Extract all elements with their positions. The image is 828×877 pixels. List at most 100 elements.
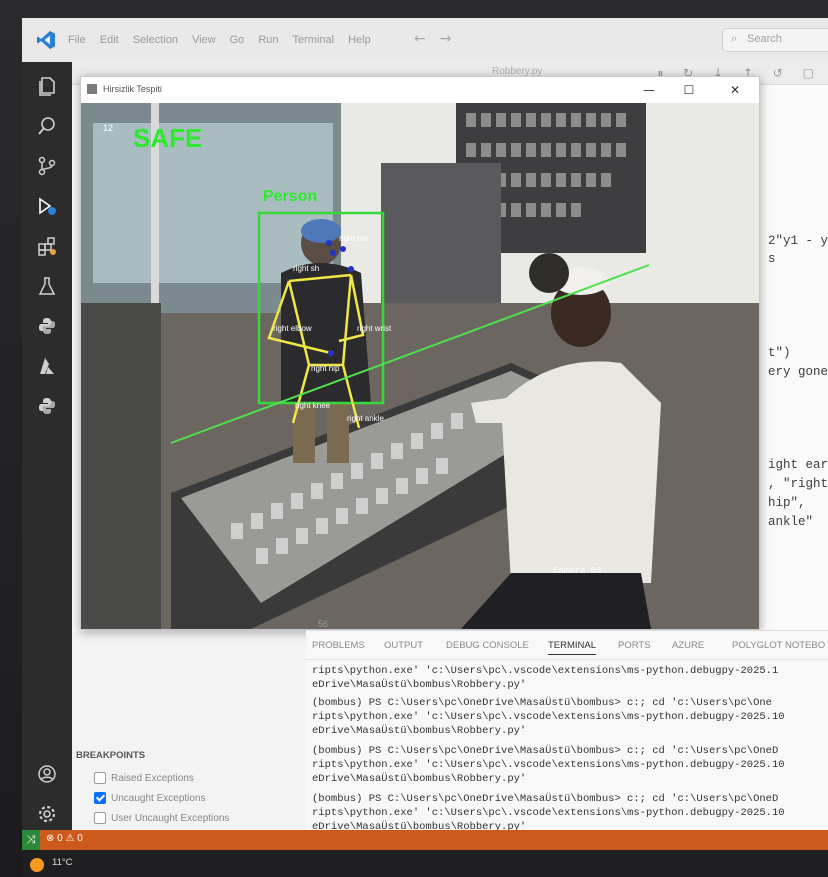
azure-icon[interactable] <box>35 354 59 378</box>
person-bounding-box <box>257 211 385 405</box>
code-line: t") <box>768 346 791 360</box>
forward-arrow-icon[interactable]: → <box>439 31 452 47</box>
camera-frame: right ear right sh right elbow right wri… <box>81 103 759 629</box>
status-label: SAFE <box>133 123 202 153</box>
menu-view[interactable]: View <box>191 34 216 46</box>
menu-edit[interactable]: Edit <box>99 34 119 46</box>
search-icon: ⌕ <box>731 33 738 45</box>
breakpoint-user-uncaught-exceptions[interactable]: User Uncaught Exceptions <box>94 812 229 824</box>
keypoint-label: right hip <box>311 364 340 373</box>
keypoint-label: right knee <box>295 401 331 410</box>
counter-phones <box>231 413 463 564</box>
breakpoint-uncaught-exceptions[interactable]: Uncaught Exceptions <box>94 792 206 804</box>
code-line: 2"y1 - y2" <box>768 234 828 248</box>
weather-temperature[interactable]: 11°C <box>52 857 73 868</box>
code-line: ight ear", <box>768 458 828 472</box>
activity-bar <box>22 62 72 832</box>
terminal-line: ripts\python.exe' 'c:\Users\pc\.vscode\e… <box>312 711 785 723</box>
accessory-rack <box>381 163 501 303</box>
menu-go[interactable]: Go <box>229 34 245 46</box>
python-icon[interactable] <box>35 314 59 338</box>
tab-polyglot-notebook[interactable]: POLYGLOT NOTEBO <box>732 640 826 651</box>
close-button[interactable]: ✕ <box>729 83 741 97</box>
window-frame <box>151 103 159 303</box>
window-title: Hirsizlik Tespiti <box>103 84 162 94</box>
source-control-icon[interactable] <box>35 154 59 178</box>
testing-flask-icon[interactable] <box>35 274 59 298</box>
terminal-line: eDrive\MasaÜstü\bombus\Robbery.py' <box>312 725 527 737</box>
remote-indicator-icon[interactable]: ⤨ <box>22 830 40 850</box>
tab-terminal[interactable]: TERMINAL <box>548 640 597 655</box>
terminal-line: ripts\python.exe' 'c:\Users\pc\.vscode\e… <box>312 665 779 677</box>
window-titlebar[interactable]: Hirsizlik Tespiti — ☐ ✕ <box>81 77 759 103</box>
breakpoint-raised-exceptions[interactable]: Raised Exceptions <box>94 772 194 784</box>
terminal-line: ripts\python.exe' 'c:\Users\pc\.vscode\e… <box>312 759 785 771</box>
person-label: Person <box>263 188 317 205</box>
camera-label: Camera 04 <box>553 566 602 576</box>
left-counter <box>81 303 161 629</box>
keypoint-label: right ear <box>339 234 369 243</box>
code-line: hip", <box>768 496 806 510</box>
code-line: ery gone w <box>768 365 828 379</box>
nav-arrows: ← → <box>414 31 451 47</box>
theft-detection-window[interactable]: Hirsizlik Tespiti — ☐ ✕ <box>80 76 760 630</box>
menu-help[interactable]: Help <box>348 34 371 46</box>
bottom-panel: 56 PROBLEMS OUTPUT DEBUG CONSOLE TERMINA… <box>306 619 828 833</box>
breakpoint-label: User Uncaught Exceptions <box>111 812 230 824</box>
maximize-button[interactable]: ☐ <box>683 83 695 97</box>
terminal-line: eDrive\MasaÜstü\bombus\Robbery.py' <box>312 679 527 691</box>
checkbox-unchecked[interactable] <box>94 772 106 784</box>
line-number: 56 <box>318 619 329 629</box>
street-view <box>93 123 333 283</box>
title-bar: File Edit Selection View Go Run Terminal… <box>22 18 828 63</box>
run-debug-icon[interactable] <box>35 194 59 218</box>
breakpoints-header[interactable]: BREAKPOINTS <box>76 750 146 761</box>
menu-terminal[interactable]: Terminal <box>292 34 335 46</box>
code-line: , "right el <box>768 477 828 491</box>
explorer-icon[interactable] <box>35 74 59 98</box>
command-search[interactable]: ⌕ Search <box>722 28 828 52</box>
vscode-logo-icon <box>37 31 55 49</box>
breakpoints-section: BREAKPOINTS Raised Exceptions Uncaught E… <box>72 746 302 836</box>
terminal-line: (bombus) PS C:\Users\pc\OneDrive\MasaÜst… <box>312 697 772 709</box>
checkbox-checked[interactable] <box>94 792 106 804</box>
tab-robbery-py[interactable]: Robbery.py <box>492 66 543 77</box>
back-arrow-icon[interactable]: ← <box>414 31 426 47</box>
problems-count[interactable]: ⊗ 0 ⚠ 0 <box>46 833 83 844</box>
keypoint-label: right wrist <box>357 324 392 333</box>
settings-gear-icon[interactable] <box>35 802 59 826</box>
tab-output[interactable]: OUTPUT <box>384 640 424 651</box>
breakpoint-label: Raised Exceptions <box>111 772 194 784</box>
tab-azure[interactable]: AZURE <box>672 640 705 651</box>
timestamp-text: 12 <box>103 123 113 133</box>
screen: File Edit Selection View Go Run Terminal… <box>22 18 828 877</box>
keypoint-label: right sh <box>293 264 319 273</box>
python-env-icon[interactable] <box>35 394 59 418</box>
code-line: ankle" <box>768 515 814 529</box>
keypoint-label: right elbow <box>273 324 312 333</box>
status-bar: ⤨ ⊗ 0 ⚠ 0 <box>22 830 828 850</box>
terminal-line: eDrive\MasaÜstü\bombus\Robbery.py' <box>312 773 527 785</box>
checkbox-unchecked[interactable] <box>94 812 106 824</box>
tab-debug-console[interactable]: DEBUG CONSOLE <box>446 640 529 651</box>
breakpoint-label: Uncaught Exceptions <box>111 792 206 804</box>
menu-selection[interactable]: Selection <box>132 34 178 46</box>
extensions-icon[interactable] <box>35 234 59 258</box>
menu-file[interactable]: File <box>68 34 86 46</box>
terminal-line: (bombus) PS C:\Users\pc\OneDrive\MasaÜst… <box>312 745 779 757</box>
shopkeeper-figure <box>461 253 661 629</box>
search-sidebar-icon[interactable] <box>35 114 59 138</box>
camera-feed: right ear right sh right elbow right wri… <box>81 103 759 629</box>
pose-keypoints <box>326 240 354 356</box>
terminal-line: ripts\python.exe' 'c:\Users\pc\.vscode\e… <box>312 807 785 819</box>
minimize-button[interactable]: — <box>643 83 655 97</box>
weather-sun-icon[interactable] <box>30 858 44 872</box>
terminal-line: (bombus) PS C:\Users\pc\OneDrive\MasaÜst… <box>312 793 779 805</box>
menu-run[interactable]: Run <box>258 34 279 46</box>
search-label: Search <box>747 33 782 45</box>
tab-ports[interactable]: PORTS <box>618 640 651 651</box>
tab-problems[interactable]: PROBLEMS <box>312 640 365 651</box>
account-icon[interactable] <box>35 762 59 786</box>
keypoint-label: right ankle <box>347 414 384 423</box>
code-line: s <box>768 252 776 266</box>
